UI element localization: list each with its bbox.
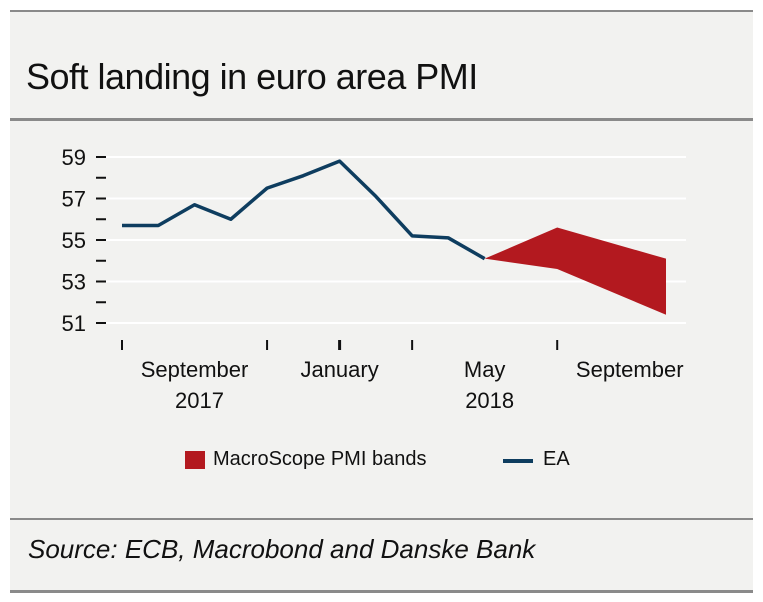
title-band: Soft landing in euro area PMI xyxy=(10,10,753,120)
series-line-ea xyxy=(122,159,486,261)
legend-label-band: MacroScope PMI bands xyxy=(213,448,427,470)
y-tick-label: 51 xyxy=(62,311,86,336)
x-tick-label: January xyxy=(300,357,378,382)
y-tick-label: 55 xyxy=(62,228,86,253)
x-tick-label: September xyxy=(576,357,684,382)
y-tick-label: 57 xyxy=(62,187,86,212)
x-tick-label: May xyxy=(464,357,506,382)
legend-swatch-band xyxy=(185,451,205,469)
y-tick-label: 59 xyxy=(62,145,86,170)
source-note: Source: ECB, Macrobond and Danske Bank xyxy=(28,534,536,564)
x-year-label: 2018 xyxy=(465,388,514,413)
legend-swatch-line xyxy=(503,459,533,463)
chart-title: Soft landing in euro area PMI xyxy=(26,56,478,97)
divider xyxy=(10,518,753,520)
y-tick-label: 53 xyxy=(62,270,86,295)
divider xyxy=(10,590,753,593)
x-year-label: 2017 xyxy=(175,388,224,413)
band-area xyxy=(484,227,666,315)
source-band: Source: ECB, Macrobond and Danske Bank xyxy=(10,520,753,590)
x-tick-label: September xyxy=(141,357,249,382)
legend-label-line: EA xyxy=(543,448,570,470)
divider xyxy=(10,118,753,121)
plot-area xyxy=(10,121,753,518)
